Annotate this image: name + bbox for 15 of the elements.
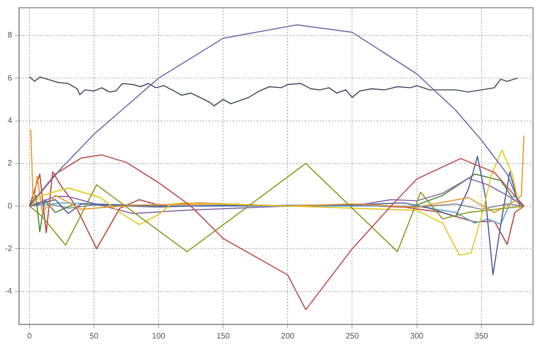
y-tick-label: 0 [8,201,13,210]
x-tick-label: 300 [410,331,424,340]
x-tick-label: 150 [216,331,230,340]
x-tick-label: 200 [280,331,295,340]
x-tick-label: 350 [474,331,489,340]
y-tick-label: 2 [8,158,13,168]
y-tick-label: 6 [8,73,13,82]
x-tick-label: 100 [152,331,166,340]
y-tick-label: 4 [8,116,13,125]
x-tick-label: 50 [90,331,99,340]
y-tick-label: 8 [8,30,13,40]
y-tick-label: -2 [4,244,13,253]
y-tick-label: -4 [4,286,13,296]
x-tick-label: 250 [346,331,360,340]
x-tick-label: 0 [27,331,32,340]
